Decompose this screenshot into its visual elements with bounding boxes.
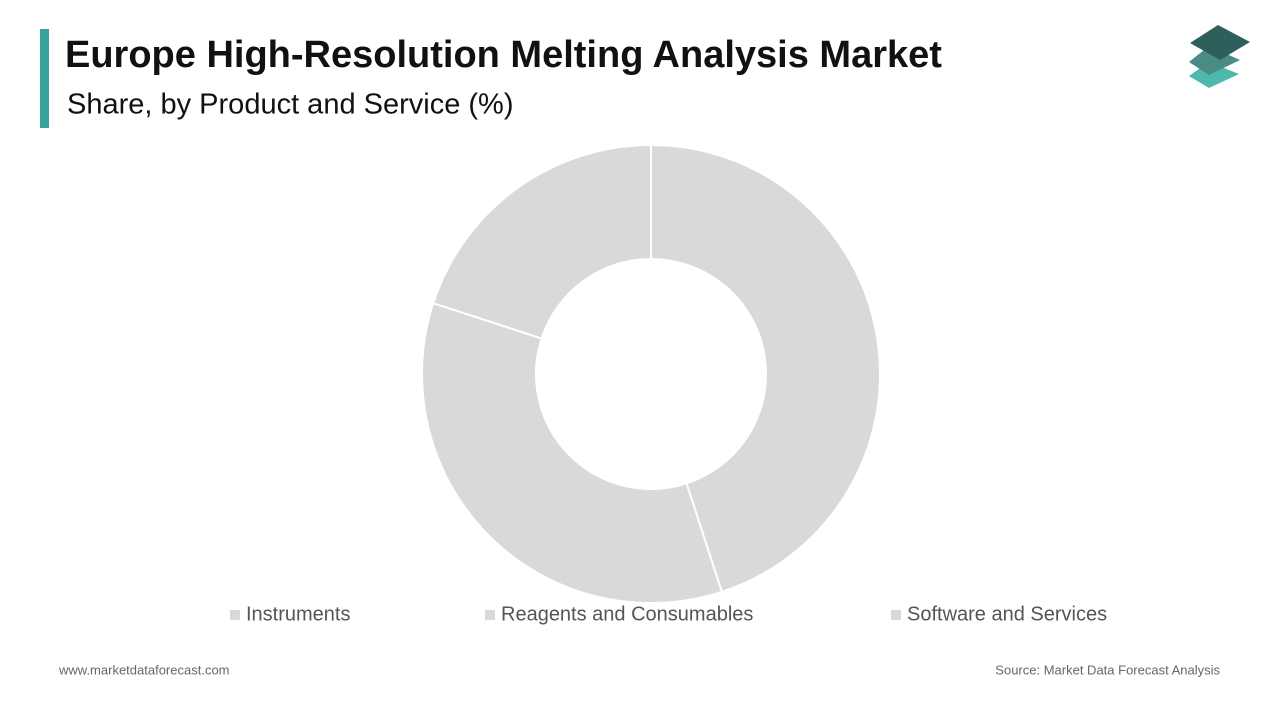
donut-segment bbox=[421, 301, 724, 604]
legend-label: Instruments bbox=[246, 603, 350, 625]
legend-swatch bbox=[891, 610, 901, 620]
legend-swatch bbox=[485, 610, 495, 620]
legend-swatch bbox=[230, 610, 240, 620]
legend-label: Reagents and Consumables bbox=[501, 603, 753, 625]
title-accent bbox=[40, 29, 49, 128]
source: Source: Market Data Forecast Analysis bbox=[995, 662, 1220, 677]
chart-title: Europe High-Resolution Melting Analysis … bbox=[65, 34, 942, 76]
donut-segment bbox=[650, 143, 881, 594]
logo bbox=[1189, 25, 1250, 88]
website: www.marketdataforecast.com bbox=[58, 662, 230, 677]
chart-subtitle: Share, by Product and Service (%) bbox=[67, 89, 513, 121]
donut-segment bbox=[431, 143, 652, 340]
legend-label: Software and Services bbox=[907, 603, 1107, 625]
